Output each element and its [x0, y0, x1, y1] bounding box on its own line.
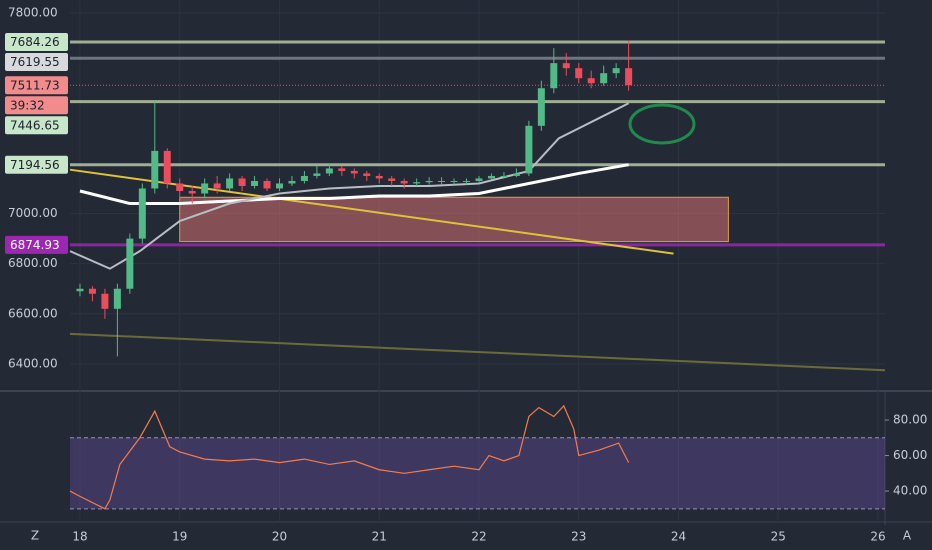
y-tick-label: 60.00 — [893, 448, 927, 462]
candle-body — [400, 180, 408, 184]
price-tag-label: 39:32 — [10, 98, 45, 112]
candle-body — [587, 78, 595, 84]
candle-body — [388, 178, 396, 181]
candle-body — [600, 73, 608, 84]
candle-body — [475, 178, 483, 181]
plot — [69, 40, 886, 510]
price-tag-box — [5, 155, 68, 174]
trendline — [69, 168, 674, 255]
candle-body — [188, 190, 196, 194]
candle-body — [88, 288, 96, 294]
candle-body — [213, 183, 221, 189]
candle-body — [101, 293, 109, 309]
candle-body — [338, 168, 346, 171]
candle-body — [450, 180, 458, 182]
price-tag: 7619.55 — [5, 53, 68, 72]
candle-body — [325, 168, 333, 174]
x-tick-label: 20 — [272, 530, 287, 544]
candle-body — [238, 178, 246, 186]
candle-body — [350, 170, 358, 174]
price-tag: 6874.93 — [5, 235, 68, 254]
candle-body — [126, 238, 134, 289]
y-tick-label: 6600.00 — [8, 306, 58, 320]
y-tick-label: 6400.00 — [8, 356, 58, 370]
candle-body — [201, 183, 209, 194]
candle-body — [512, 173, 520, 176]
y-tick-label: 6800.00 — [8, 256, 58, 270]
candle-body — [163, 150, 171, 184]
price-tag-box — [5, 235, 68, 254]
candle-body — [425, 180, 433, 183]
candle-body — [176, 183, 184, 191]
candle-body — [313, 173, 321, 176]
grid: 18 19 20 21 22 23 24 25 26 7800.00 7000.00 6800.00 6… — [8, 0, 927, 544]
price-tags: 7684.26 7619.55 7511.73 39:32 7446.65 7194.56… — [5, 33, 68, 254]
moving-average — [69, 102, 630, 270]
price-tag: 7684.26 — [5, 33, 68, 52]
price-tag: 7194.56 — [5, 155, 68, 174]
y-tick-label: 7800.00 — [8, 6, 58, 20]
candle-body — [413, 182, 421, 184]
price-tag-label: 7619.55 — [10, 55, 60, 69]
x-tick-label: 23 — [571, 530, 586, 544]
price-tag: 7511.73 — [5, 76, 68, 95]
candle-body — [463, 180, 471, 182]
price-tag-label: 6874.93 — [10, 238, 60, 252]
price-tag-box — [5, 116, 68, 135]
candle-body — [263, 180, 271, 189]
ellipse-drawing — [628, 103, 696, 145]
y-tick-label: 7000.00 — [8, 206, 58, 220]
price-tag-label: 7446.65 — [10, 118, 60, 132]
candle-body — [625, 68, 633, 86]
candle-body — [226, 178, 234, 189]
rsi-line — [69, 404, 630, 510]
candle-body — [251, 180, 259, 186]
candle-body — [537, 88, 545, 126]
candle-body — [300, 175, 308, 181]
price-tag: 7446.65 — [5, 116, 68, 135]
price-tag-label: 7511.73 — [10, 78, 60, 92]
candle-body — [438, 180, 446, 182]
rectangle-drawing — [179, 196, 729, 243]
y-tick-label: 40.00 — [893, 484, 927, 498]
moving-average — [79, 163, 629, 206]
x-tick-label: 18 — [72, 530, 87, 544]
price-tag-box — [5, 96, 68, 115]
price-tag-label: 7194.56 — [10, 158, 60, 172]
candle-body — [275, 183, 283, 189]
candle-body — [113, 288, 121, 309]
candle-body — [562, 63, 570, 69]
trendline — [69, 332, 886, 372]
candle-body — [612, 68, 620, 74]
candle-body — [525, 125, 533, 174]
y-tick-label: 80.00 — [893, 413, 927, 427]
x-tick-label: 26 — [870, 530, 885, 544]
x-tick-label: 19 — [172, 530, 187, 544]
x-tick-label: 25 — [771, 530, 786, 544]
candle-body — [288, 180, 296, 184]
x-tick-label: 21 — [372, 530, 387, 544]
candle-body — [487, 175, 495, 179]
candle-body — [500, 175, 508, 177]
candle-body — [151, 150, 159, 189]
price-tag: 39:32 — [5, 96, 68, 115]
candle-body — [550, 63, 558, 89]
price-tag-box — [5, 53, 68, 72]
x-tick-label: 22 — [471, 530, 486, 544]
candle-body — [76, 288, 84, 292]
candle-body — [575, 68, 583, 79]
price-tag-label: 7684.26 — [10, 35, 60, 49]
price-tag-box — [5, 76, 68, 95]
x-tick-label: 24 — [671, 530, 686, 544]
toolbar-label[interactable]: Z — [31, 529, 39, 543]
candle-body — [138, 188, 146, 239]
price-tag-box — [5, 33, 68, 52]
toolbar-label[interactable]: A — [903, 529, 912, 543]
rsi-band — [70, 437, 885, 509]
candle-body — [363, 173, 371, 176]
candle-body — [375, 175, 383, 179]
